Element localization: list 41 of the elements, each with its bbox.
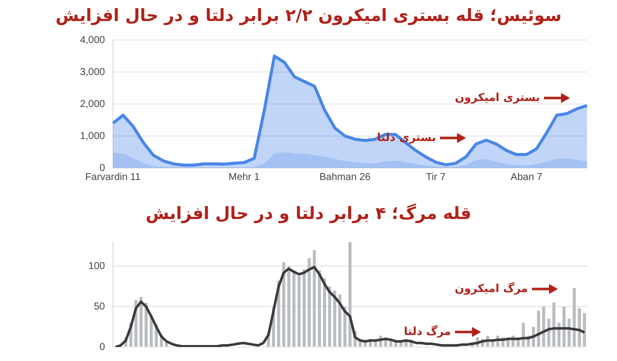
bar — [287, 266, 290, 346]
y-tick-label: 4,000 — [80, 34, 106, 46]
y-tick-label: 3,000 — [80, 66, 106, 78]
y-tick-label: 1,000 — [80, 130, 106, 142]
y-tick-label: 2,000 — [80, 98, 106, 110]
bar — [282, 262, 286, 346]
annotation: بستری امیکرون — [454, 90, 540, 104]
x-tick-label: Bahman 26 — [319, 172, 371, 183]
x-tick-label: Aban 7 — [510, 172, 543, 183]
bar — [140, 296, 143, 346]
y-tick-label: 100 — [88, 260, 106, 272]
bar — [338, 294, 342, 346]
bar — [582, 313, 586, 346]
bar — [322, 278, 326, 346]
bar — [542, 306, 546, 346]
bar — [348, 242, 352, 346]
chart-title: سوئیس؛ قله بستری امیکرون ۲/۲ برابر دلتا و در حال افزایش — [54, 5, 563, 28]
bar — [568, 318, 571, 346]
bar — [562, 306, 566, 346]
bar — [572, 288, 576, 346]
bar — [578, 308, 581, 346]
annotation: مرگ دلتا — [404, 324, 451, 338]
y-tick-label: 50 — [94, 301, 106, 312]
bar — [537, 310, 540, 346]
bar — [333, 290, 336, 346]
bar — [552, 302, 556, 346]
bar — [308, 258, 311, 346]
bar — [302, 269, 306, 346]
bar — [328, 286, 332, 346]
bar — [318, 270, 321, 346]
x-tick-label: Tir 7 — [426, 172, 446, 183]
x-tick-label: Farvardin 11 — [85, 172, 142, 183]
bar — [298, 276, 301, 346]
y-tick-label: 0 — [99, 162, 106, 174]
annotation: بستری دلتا — [377, 130, 436, 144]
bar — [292, 270, 296, 346]
annotation: مرگ امیکرون — [454, 282, 528, 295]
y-tick-label: 0 — [99, 342, 106, 353]
chart-title: قله مرگ؛ ۴ برابر دلتا و در حال افزایش — [144, 202, 472, 226]
x-tick-label: Mehr 1 — [228, 172, 260, 183]
bar — [312, 250, 316, 346]
